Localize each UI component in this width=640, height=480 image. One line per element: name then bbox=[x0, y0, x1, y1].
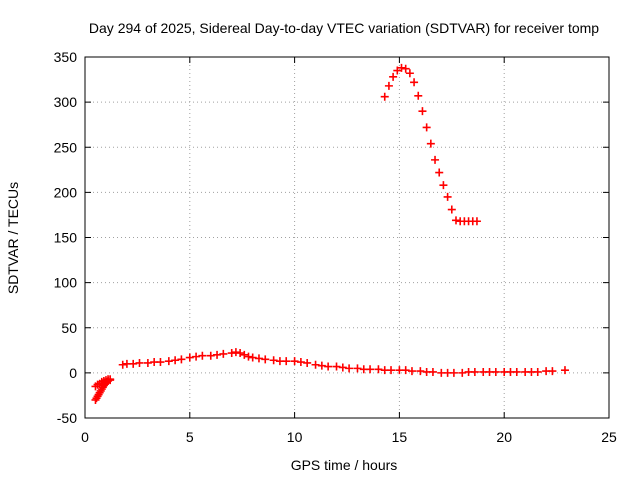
data-point bbox=[414, 91, 423, 100]
data-point bbox=[219, 349, 228, 358]
data-point bbox=[401, 64, 410, 73]
data-points bbox=[91, 63, 569, 404]
data-point bbox=[533, 367, 542, 376]
data-point bbox=[118, 360, 127, 369]
data-point bbox=[548, 367, 557, 376]
data-point bbox=[397, 63, 406, 72]
data-point bbox=[345, 364, 354, 373]
data-point bbox=[447, 205, 456, 214]
data-point bbox=[435, 168, 444, 177]
data-point bbox=[332, 362, 341, 371]
data-point bbox=[418, 107, 427, 116]
data-point bbox=[472, 217, 481, 226]
y-tick-label: -50 bbox=[57, 410, 77, 426]
data-point bbox=[317, 361, 326, 370]
x-tick-label: 5 bbox=[186, 429, 194, 445]
data-point bbox=[231, 348, 240, 357]
data-point bbox=[512, 367, 521, 376]
data-point bbox=[269, 356, 278, 365]
data-point bbox=[106, 375, 115, 384]
data-point bbox=[311, 360, 320, 369]
data-point bbox=[431, 155, 440, 164]
data-point bbox=[458, 368, 467, 377]
data-point bbox=[410, 78, 419, 87]
data-point bbox=[426, 139, 435, 148]
data-point bbox=[206, 351, 215, 360]
data-point bbox=[338, 363, 347, 372]
data-point bbox=[449, 368, 458, 377]
data-point bbox=[380, 92, 389, 101]
plot-frame bbox=[84, 56, 610, 419]
data-point bbox=[443, 192, 452, 201]
data-point bbox=[405, 69, 414, 78]
data-point bbox=[261, 355, 270, 364]
data-point bbox=[416, 367, 425, 376]
data-point bbox=[282, 357, 291, 366]
data-point bbox=[213, 350, 222, 359]
data-point bbox=[185, 353, 194, 362]
data-point bbox=[129, 359, 138, 368]
data-point bbox=[407, 367, 416, 376]
data-point bbox=[384, 81, 393, 90]
y-tick-label: 50 bbox=[61, 320, 77, 336]
y-tick-labels: -50 0 50 100 150 200 250 300 350 bbox=[54, 49, 78, 426]
data-point bbox=[374, 365, 383, 374]
data-point bbox=[143, 358, 152, 367]
x-tick-label: 0 bbox=[81, 429, 89, 445]
data-point bbox=[393, 66, 402, 75]
x-axis-title: GPS time / hours bbox=[291, 457, 398, 473]
data-point bbox=[389, 72, 398, 81]
data-point bbox=[428, 367, 437, 376]
data-point bbox=[164, 357, 173, 366]
y-tick-label: 250 bbox=[54, 139, 78, 155]
grid-lines bbox=[85, 57, 609, 418]
x-tick-label: 15 bbox=[392, 429, 408, 445]
data-point bbox=[192, 352, 201, 361]
data-point bbox=[470, 367, 479, 376]
y-tick-label: 200 bbox=[54, 184, 78, 200]
data-point bbox=[303, 358, 312, 367]
y-tick-label: 150 bbox=[54, 230, 78, 246]
data-point bbox=[387, 366, 396, 375]
data-point bbox=[177, 355, 186, 364]
y-tick-label: 350 bbox=[54, 49, 78, 65]
data-point bbox=[135, 358, 144, 367]
data-point bbox=[290, 357, 299, 366]
data-point bbox=[366, 365, 375, 374]
x-tick-label: 10 bbox=[287, 429, 303, 445]
chart-title: Day 294 of 2025, Sidereal Day-to-day VTE… bbox=[89, 20, 599, 36]
data-point bbox=[422, 123, 431, 132]
data-point bbox=[244, 352, 253, 361]
data-point bbox=[248, 353, 257, 362]
data-point bbox=[401, 366, 410, 375]
data-point bbox=[171, 356, 180, 365]
x-tick-labels: 0 5 10 15 20 25 bbox=[81, 429, 617, 445]
data-point bbox=[324, 362, 333, 371]
data-point bbox=[439, 181, 448, 190]
data-point bbox=[156, 358, 165, 367]
data-point bbox=[236, 349, 245, 358]
data-point bbox=[353, 364, 362, 373]
data-point bbox=[491, 367, 500, 376]
data-point bbox=[254, 354, 263, 363]
x-tick-label: 20 bbox=[496, 429, 512, 445]
axis-ticks bbox=[84, 56, 610, 419]
y-tick-label: 0 bbox=[69, 365, 77, 381]
data-point bbox=[198, 351, 207, 360]
y-tick-label: 300 bbox=[54, 94, 78, 110]
y-axis-title: SDTVAR / TECUs bbox=[5, 182, 21, 294]
y-tick-label: 100 bbox=[54, 275, 78, 291]
data-point bbox=[296, 358, 305, 367]
data-point bbox=[560, 366, 569, 375]
data-point bbox=[227, 349, 236, 358]
x-tick-label: 25 bbox=[601, 429, 617, 445]
data-point bbox=[451, 216, 460, 225]
data-point bbox=[240, 350, 249, 359]
